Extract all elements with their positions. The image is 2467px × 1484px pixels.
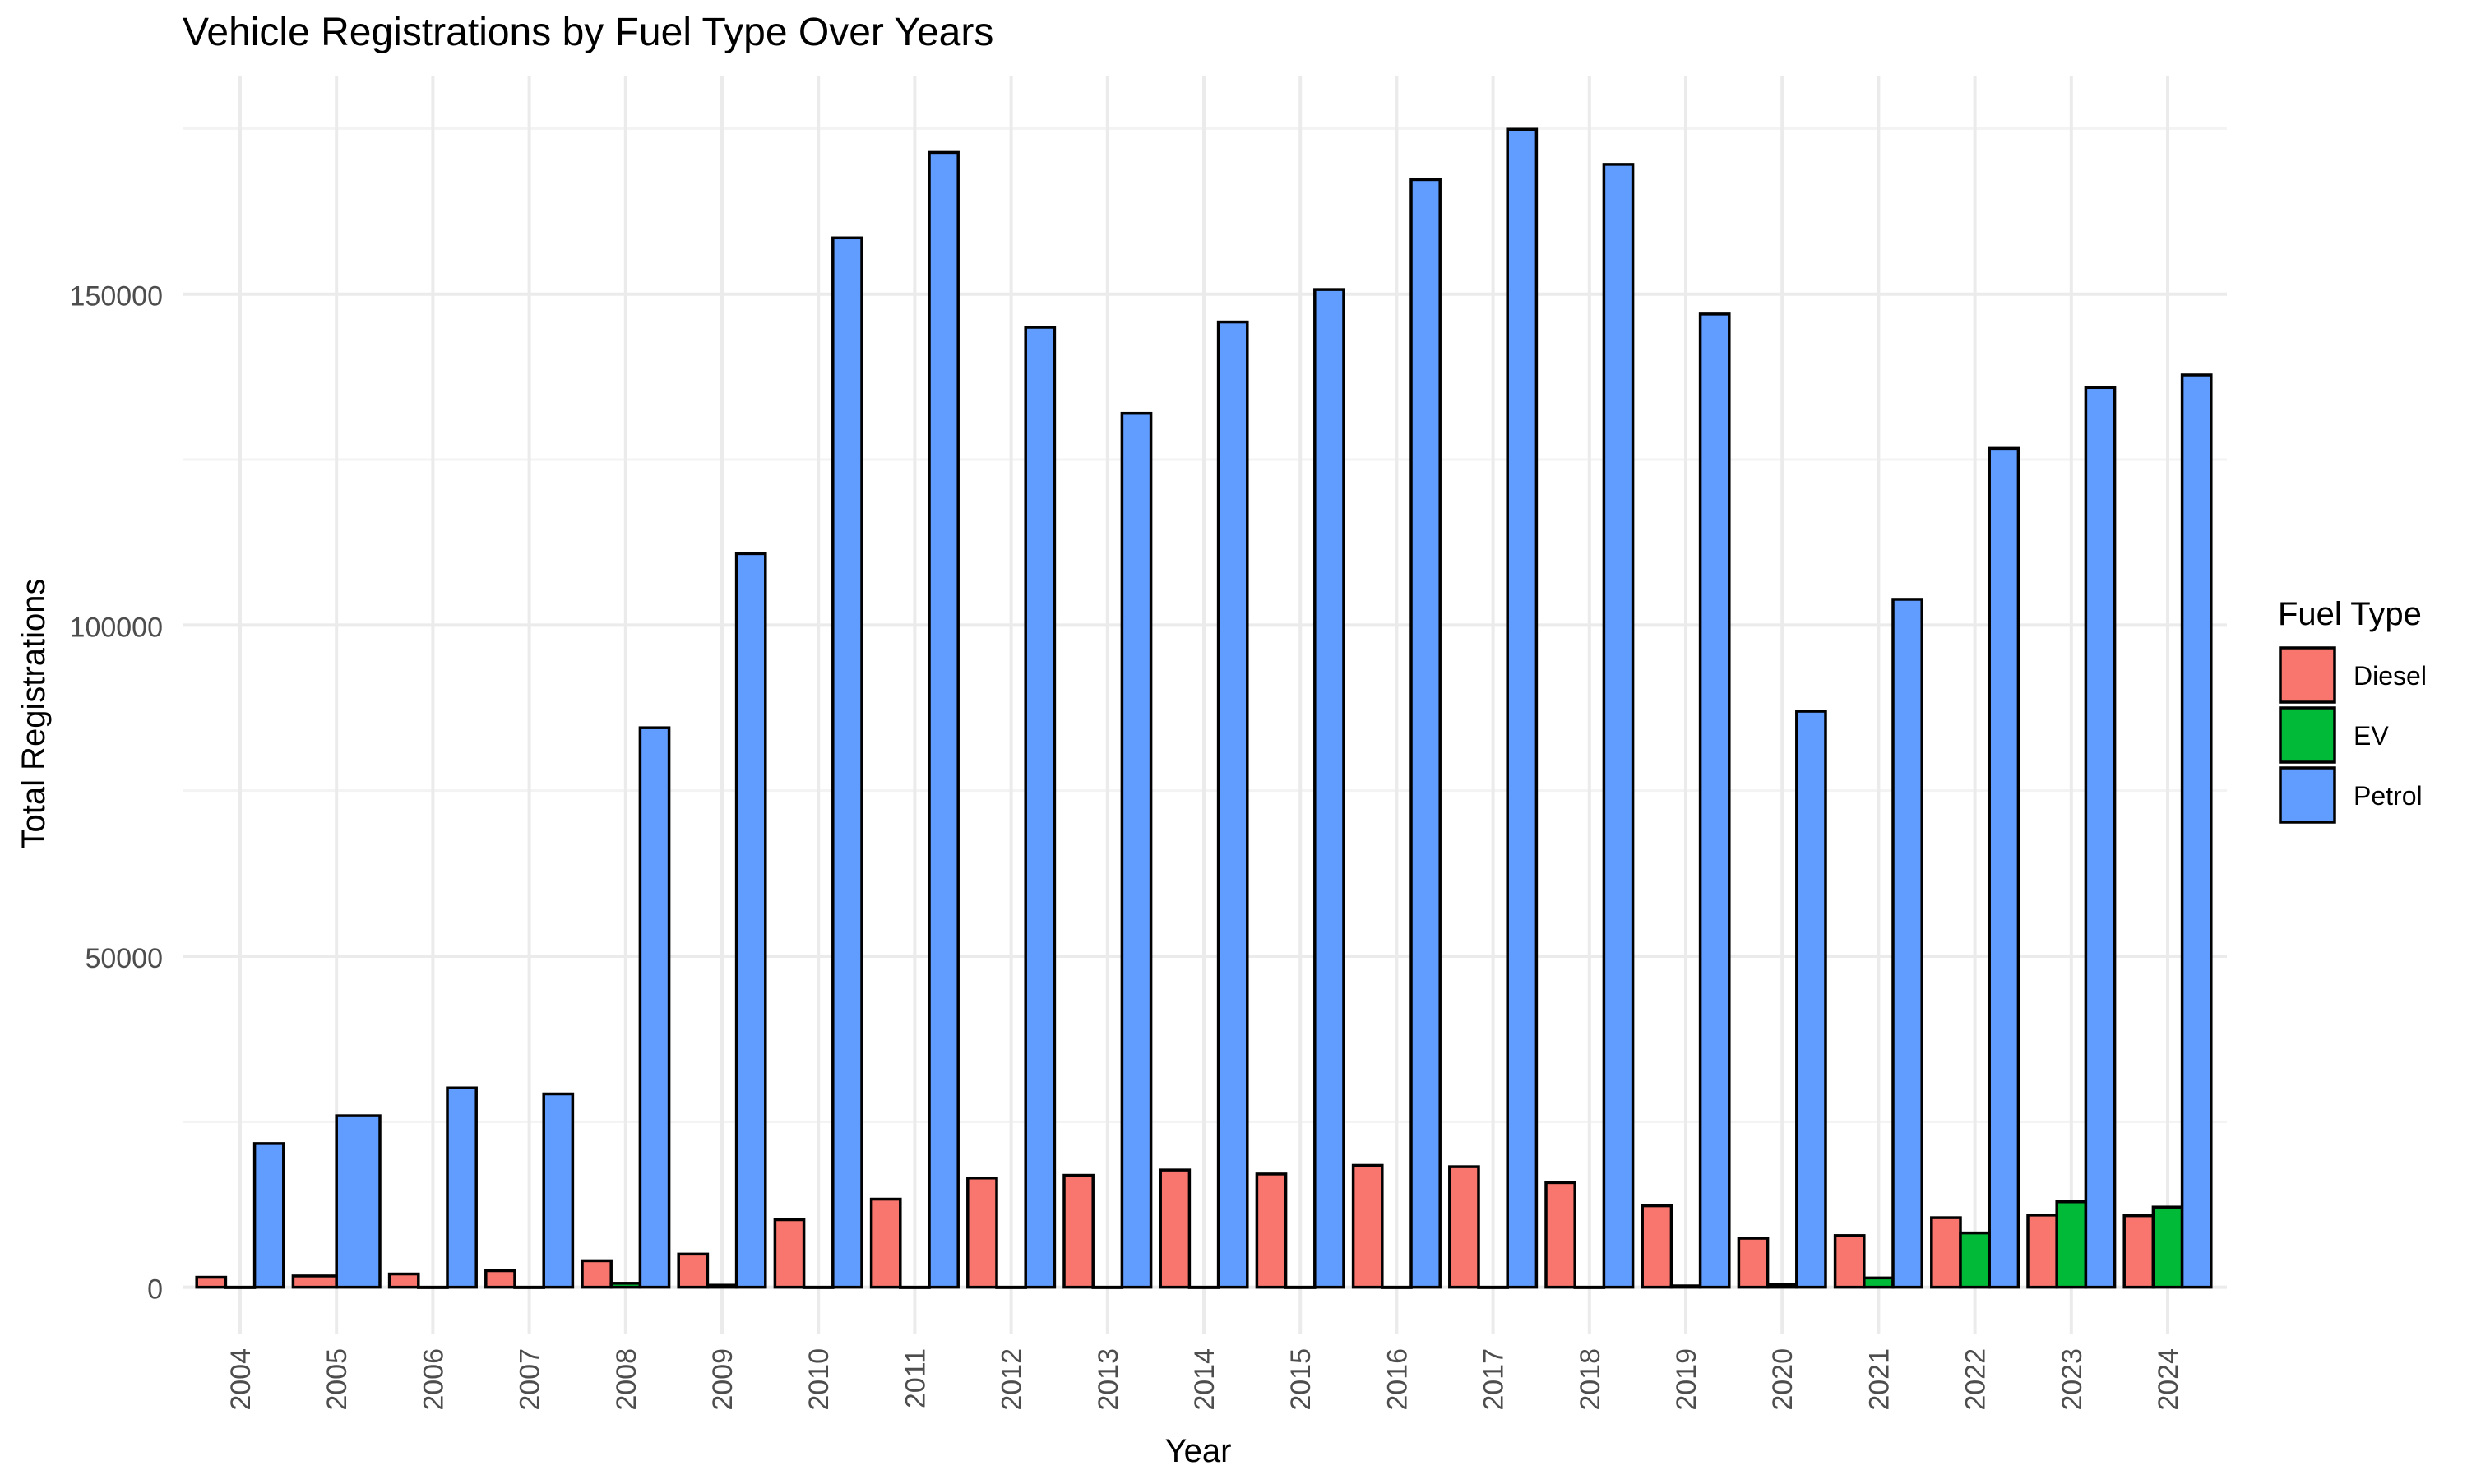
bar-petrol-2009 [734,552,767,1289]
bar-diesel-2007 [484,1269,516,1289]
bar-ev-2019 [1669,1284,1702,1289]
x-tick-label: 2014 [1189,1348,1220,1411]
bar-petrol-2014 [1216,320,1249,1289]
gridlines [183,76,2227,1334]
bar-petrol-2023 [2084,386,2117,1289]
bar-diesel-2019 [1641,1204,1673,1289]
bar-diesel-2014 [1159,1168,1192,1289]
x-tick-label: 2023 [2057,1348,2088,1411]
bar-petrol-2024 [2180,373,2213,1289]
bar-diesel-2011 [869,1197,902,1289]
bar-petrol-2017 [1506,127,1539,1289]
bar-petrol-2010 [831,236,863,1289]
bar-diesel-2023 [2026,1214,2058,1289]
x-tick-label: 2018 [1575,1348,1606,1411]
bar-diesel-2017 [1448,1165,1480,1289]
x-tick-label: 2013 [1093,1348,1124,1411]
legend-label-diesel: Diesel [2354,661,2427,691]
bar-diesel-2024 [2122,1214,2155,1289]
bar-diesel-2013 [1062,1173,1095,1289]
x-tick-label: 2016 [1382,1348,1413,1411]
bar-diesel-2020 [1737,1237,1770,1289]
x-tick-label: 2022 [1960,1348,1992,1411]
x-tick-label: 2009 [707,1348,738,1411]
axes: 0 50000 100000 150000 2004 2005 2006 2007 2008 20… [70,281,2184,1411]
x-tick-label: 2024 [2153,1348,2184,1411]
bar-diesel-2008 [581,1259,613,1289]
x-tick-label: 2005 [322,1348,353,1411]
y-tick-label: 100000 [70,612,163,643]
bar-diesel-2012 [966,1177,998,1289]
bar-diesel-2022 [1930,1216,1962,1289]
x-tick-label: 2008 [611,1348,642,1411]
bar-petrol-2006 [446,1086,478,1289]
x-tick-label: 2006 [418,1348,449,1411]
x-tick-label: 2021 [1863,1348,1895,1411]
bar-petrol-2012 [1024,326,1057,1289]
bar-petrol-2019 [1698,312,1731,1289]
bar-petrol-2004 [252,1142,285,1289]
bar-ev-2009 [706,1283,738,1289]
y-tick-label: 150000 [70,281,163,312]
legend-title: Fuel Type [2278,596,2422,632]
bar-ev-2024 [2151,1205,2184,1289]
bar-petrol-2007 [542,1092,575,1289]
bar-diesel-2006 [387,1272,420,1289]
bar-diesel-2016 [1351,1163,1384,1289]
x-tick-label: 2011 [900,1348,931,1408]
bar-diesel-2010 [773,1218,806,1289]
x-tick-label: 2019 [1671,1348,1702,1411]
bar-diesel-2021 [1833,1234,1866,1289]
x-axis-title: Year [1165,1433,1232,1469]
x-tick-label: 2004 [225,1348,257,1411]
bar-petrol-2022 [1988,446,2020,1289]
bar-petrol-2005 [335,1114,382,1289]
legend-key-ev [2279,706,2336,764]
bar-ev-2020 [1766,1283,1798,1289]
legend-key-diesel [2279,646,2336,704]
bar-petrol-2020 [1795,710,1827,1289]
y-tick-label: 50000 [85,943,163,974]
bar-diesel-2009 [677,1252,710,1289]
bar-ev-2023 [2055,1200,2088,1289]
chart-title: Vehicle Registrations by Fuel Type Over … [183,11,994,54]
bar-petrol-2021 [1891,598,1923,1289]
bar-diesel-2018 [1544,1181,1576,1289]
bar-diesel-2005 [291,1274,338,1289]
x-tick-label: 2015 [1285,1348,1317,1411]
legend-label-ev: EV [2354,721,2389,751]
y-tick-label: 0 [147,1274,163,1306]
bar-petrol-2013 [1120,411,1153,1289]
x-tick-label: 2007 [515,1348,546,1411]
legend: Fuel Type Diesel EV Petrol [2278,596,2427,824]
bar-diesel-2004 [195,1275,228,1289]
bar-ev-2008 [609,1282,642,1289]
bar-petrol-2011 [928,150,960,1289]
y-axis-title: Total Registrations [16,578,52,848]
bar-ev-2021 [1863,1276,1895,1289]
legend-label-petrol: Petrol [2354,781,2423,811]
x-tick-label: 2012 [997,1348,1028,1411]
bar-petrol-2016 [1409,178,1442,1289]
bar-petrol-2008 [638,726,671,1289]
x-tick-label: 2020 [1767,1348,1798,1411]
x-tick-label: 2017 [1479,1348,1510,1411]
bar-ev-2022 [1959,1231,1991,1289]
legend-key-petrol [2279,766,2336,824]
bar-petrol-2018 [1602,163,1635,1289]
bar-petrol-2015 [1313,288,1345,1289]
x-tick-label: 2010 [803,1348,835,1411]
bar-diesel-2015 [1255,1172,1288,1289]
bars [195,127,2213,1289]
